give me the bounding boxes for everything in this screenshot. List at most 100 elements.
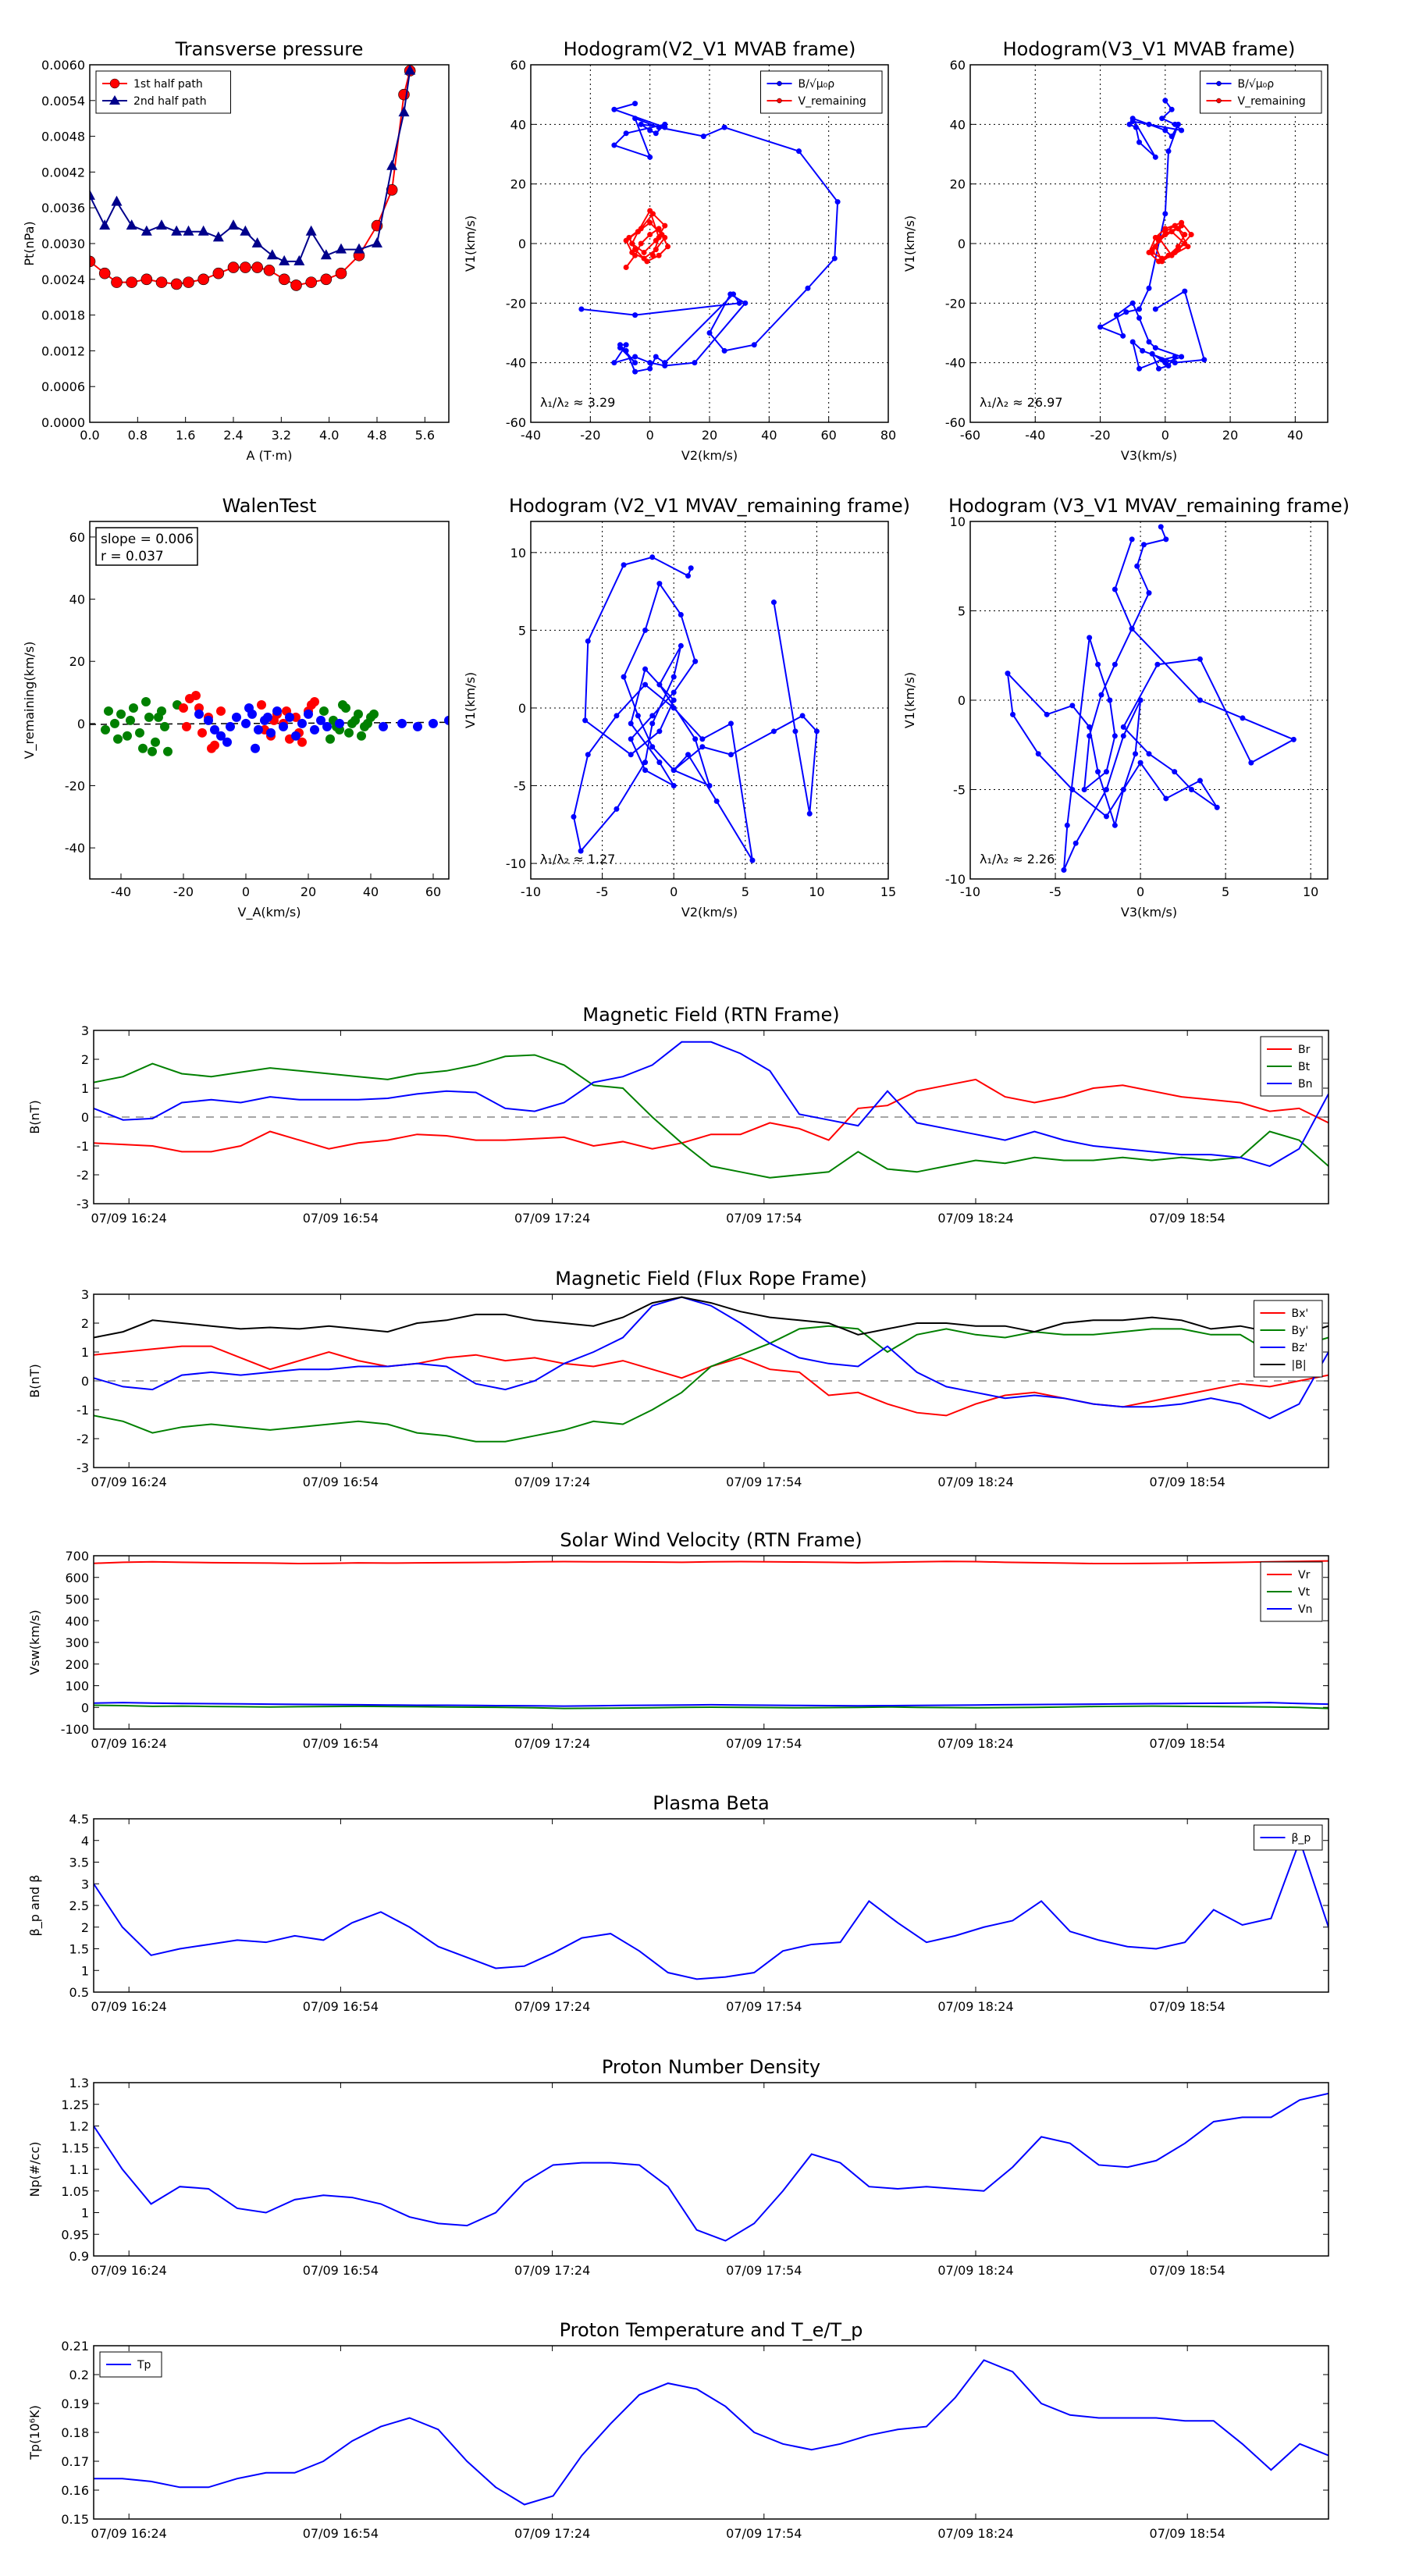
legend-box [95, 70, 231, 114]
y-tick-label: 500 [65, 1592, 89, 1607]
y-tick-label: 0.15 [61, 2512, 89, 2527]
legend-box [760, 70, 883, 114]
data-point [279, 254, 290, 265]
legend: B/√μ₀ρ V_remaining [1200, 70, 1322, 114]
data-point [183, 276, 194, 288]
data-point [642, 627, 649, 633]
data-point [1072, 840, 1079, 846]
data-point [297, 718, 307, 728]
data-point [647, 127, 653, 133]
data-point [263, 265, 276, 276]
data-point [628, 752, 634, 758]
data-point [151, 737, 160, 747]
plot-area [1097, 98, 1208, 372]
data-point [228, 219, 239, 230]
data-point [322, 721, 332, 731]
data-point [1185, 244, 1191, 250]
x-tick-label: 07/09 17:24 [514, 2526, 590, 2541]
data-point [1120, 333, 1126, 339]
data-point [304, 709, 313, 719]
data-point [266, 728, 276, 738]
data-point [291, 731, 301, 741]
y-tick-label: -60 [945, 415, 966, 430]
y-tick-label: 0.0000 [41, 415, 85, 430]
data-point [1146, 590, 1152, 596]
data-point [197, 225, 209, 236]
x-tick-label: 5 [1222, 884, 1229, 899]
series-line [94, 2359, 1329, 2506]
data-point [183, 225, 194, 236]
y-tick-label: 40 [510, 117, 526, 132]
data-point [135, 728, 144, 738]
data-point [628, 720, 634, 727]
series-line [94, 1054, 1329, 1179]
data-point [662, 360, 668, 366]
data-point [204, 715, 213, 725]
y-tick-label: 1.05 [61, 2184, 89, 2199]
legend-label: Vr [1298, 1569, 1311, 1582]
data-point [99, 219, 111, 230]
data-point [649, 554, 656, 560]
data-point [1112, 822, 1118, 828]
y-tick-label: 0.21 [61, 2339, 89, 2354]
data-point [272, 706, 282, 716]
data-point [335, 718, 344, 728]
data-point [678, 642, 684, 649]
data-point [1103, 769, 1109, 775]
data-point [1159, 258, 1165, 265]
series-line [94, 2092, 1329, 2242]
chart-title: Plasma Beta [653, 1792, 769, 1814]
data-point [1152, 154, 1158, 160]
data-point [632, 354, 638, 360]
data-point [1149, 249, 1155, 255]
x-tick-label: -5 [596, 884, 609, 899]
data-point [731, 291, 737, 297]
x-tick-label: 0 [646, 428, 654, 443]
plot-area [94, 1838, 1329, 1980]
y-tick-label: 0.17 [61, 2454, 89, 2469]
y-axis-label: Vsw(km/s) [27, 1610, 42, 1674]
data-point [1152, 306, 1158, 312]
chart-title: Magnetic Field (RTN Frame) [582, 1004, 839, 1026]
data-point [216, 706, 226, 716]
legend-label: Bx' [1292, 1308, 1309, 1320]
data-point [770, 600, 777, 606]
data-point [126, 715, 135, 725]
data-point [1087, 635, 1093, 641]
x-tick-label: 07/09 16:24 [91, 1211, 167, 1226]
y-tick-label: 0.0012 [41, 343, 85, 358]
data-point [1061, 867, 1067, 873]
data-point [1163, 536, 1169, 543]
chart-walen-test: WalenTest -40 -20 0 20 40 60 -40 -20 0 20 40 60 V_A(k… [22, 495, 450, 920]
data-point [670, 705, 677, 711]
x-tick-label: -20 [1090, 428, 1110, 443]
data-point [1162, 127, 1168, 133]
y-axis-label: B(nT) [27, 1364, 42, 1397]
data-point [670, 697, 677, 703]
data-point [386, 184, 398, 196]
data-point [148, 746, 157, 756]
x-tick-label: 20 [702, 428, 717, 443]
data-point [1112, 733, 1118, 739]
data-point [251, 262, 263, 273]
data-point [1179, 222, 1185, 229]
data-point [1123, 309, 1129, 315]
data-point [1152, 244, 1158, 250]
series-line [94, 1704, 1329, 1710]
textbox-line: slope = 0.006 [101, 532, 194, 547]
data-point [649, 720, 656, 727]
x-tick-label: -40 [521, 428, 541, 443]
legend-label: V_remaining [799, 95, 866, 108]
data-point [736, 300, 742, 306]
data-point [1290, 736, 1297, 742]
y-tick-label: 0 [518, 701, 526, 716]
data-point [1168, 106, 1175, 112]
legend: Br Bt Bn [1260, 1036, 1323, 1097]
x-tick-label: 07/09 16:24 [91, 2526, 167, 2541]
legend-label: 1st half path [133, 78, 203, 91]
data-point [1136, 365, 1143, 372]
data-point [266, 249, 278, 260]
y-tick-label: 60 [510, 58, 526, 73]
series-line [94, 1296, 1329, 1420]
data-point [1154, 661, 1161, 667]
